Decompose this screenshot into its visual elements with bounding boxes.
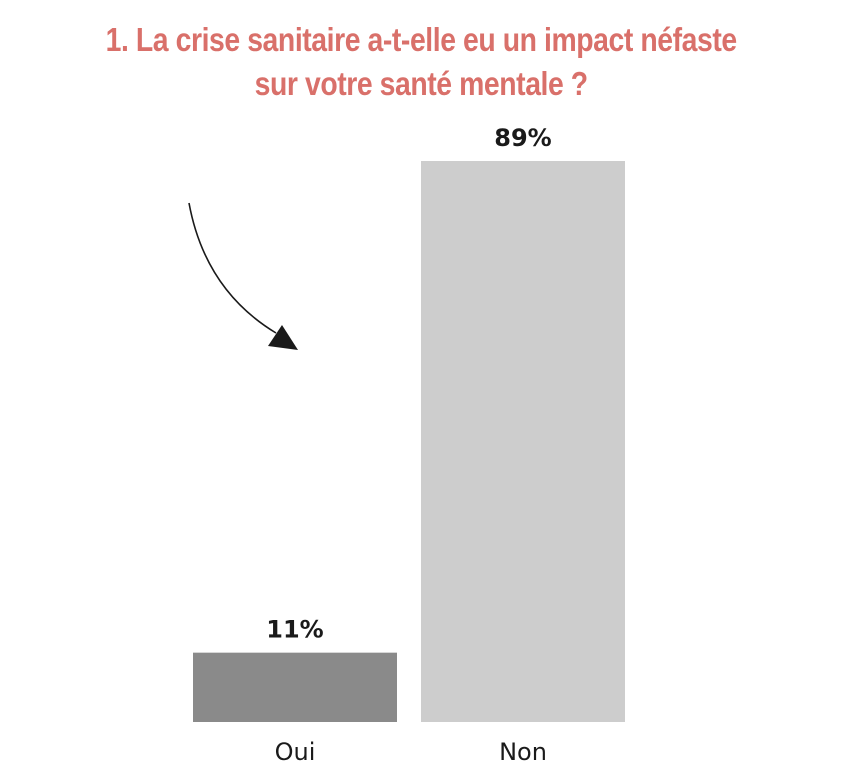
- bar-non: [421, 161, 625, 722]
- x-axis-tick-labels: Oui Non: [275, 738, 547, 766]
- chart-title-line-2: sur votre santé mentale ?: [254, 65, 589, 102]
- annotation-arrow-head: [268, 325, 298, 350]
- data-labels-group: 11% 89%: [266, 124, 551, 644]
- data-label-non: 89%: [494, 124, 551, 152]
- chart-title-line-1: 1. La crise sanitaire a-t-elle eu un imp…: [105, 21, 737, 58]
- x-tick-label-oui: Oui: [275, 738, 316, 766]
- bar-oui: [193, 652, 397, 722]
- x-tick-label-non: Non: [499, 738, 547, 766]
- data-label-oui: 11%: [266, 616, 323, 644]
- bars-group: [193, 161, 625, 722]
- annotation-arrow: [188, 202, 298, 350]
- chart-title: 1. La crise sanitaire a-t-elle eu un imp…: [0, 18, 846, 106]
- annotation-arrow-curve: [188, 202, 277, 334]
